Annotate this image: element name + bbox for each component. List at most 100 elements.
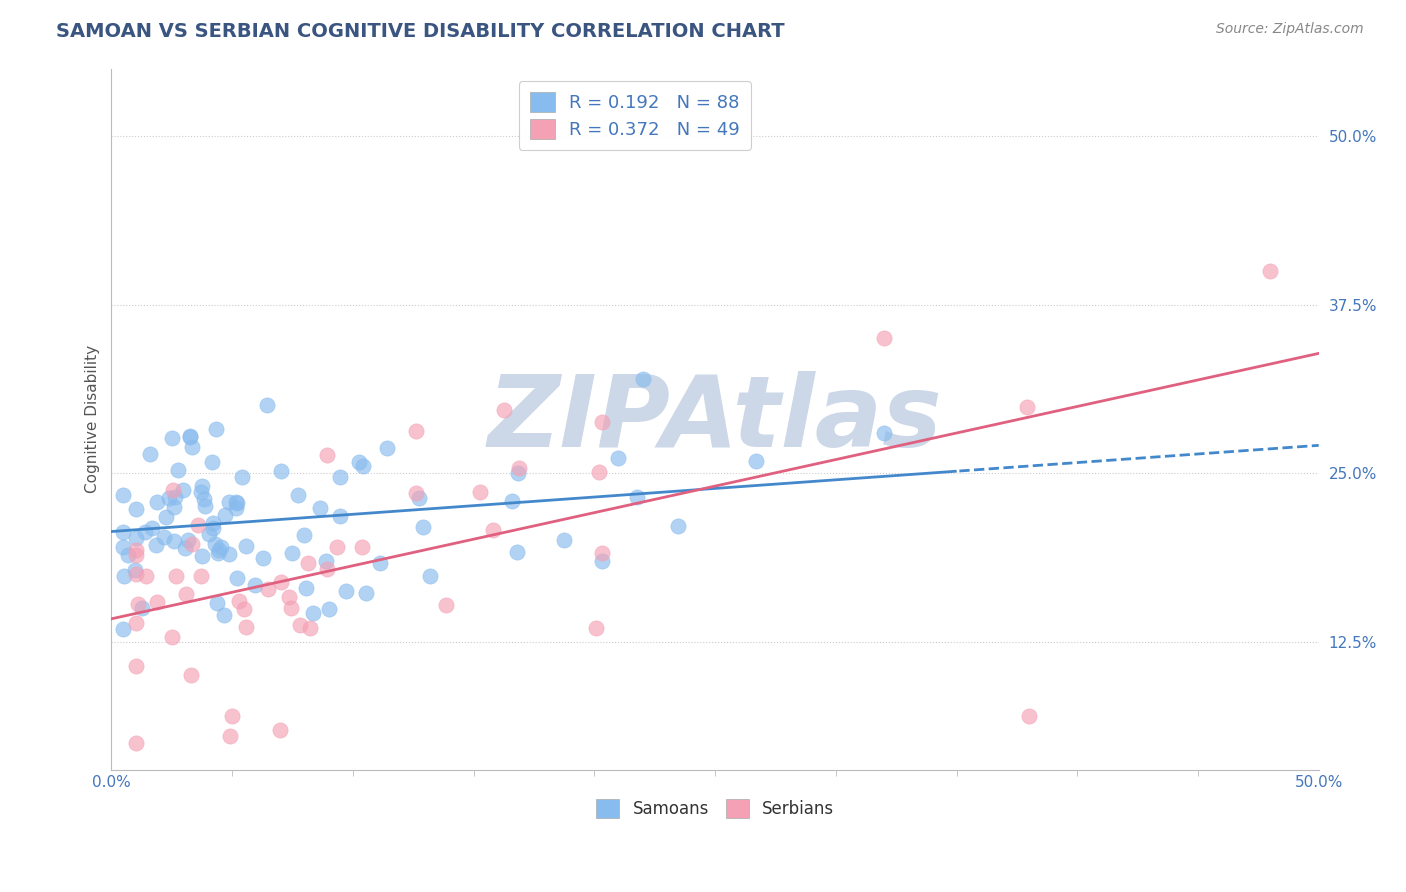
Point (666, 519, 689, 533)
Point (190, 569, 212, 583)
Point (112, 541, 135, 555)
Point (145, 538, 167, 552)
Point (506, 466, 529, 480)
Point (124, 736, 146, 750)
Point (163, 533, 186, 548)
Point (281, 546, 304, 560)
Point (201, 455, 224, 469)
Point (553, 533, 575, 547)
Point (233, 602, 256, 616)
Point (145, 595, 167, 609)
Point (205, 596, 228, 610)
Point (591, 546, 613, 560)
Point (141, 521, 163, 535)
Point (202, 521, 225, 535)
Point (190, 485, 212, 500)
Point (745, 454, 768, 468)
Point (506, 545, 529, 559)
Point (257, 582, 280, 596)
Point (412, 520, 434, 534)
Point (124, 564, 146, 578)
Point (482, 523, 505, 537)
Point (1017, 400, 1039, 414)
Point (408, 491, 430, 505)
Text: ZIPAtlas: ZIPAtlas (488, 371, 942, 467)
Point (298, 621, 321, 635)
Point (591, 416, 613, 430)
Point (174, 586, 197, 600)
Point (354, 585, 377, 599)
Point (309, 500, 332, 515)
Point (194, 499, 217, 513)
Point (165, 569, 187, 583)
Point (179, 430, 201, 444)
Point (112, 524, 135, 539)
Point (181, 440, 204, 454)
Legend: Samoans, Serbians: Samoans, Serbians (589, 793, 841, 825)
Point (287, 487, 309, 501)
Point (434, 598, 457, 612)
Point (204, 421, 226, 435)
Point (270, 575, 292, 590)
Point (228, 594, 250, 608)
Point (135, 568, 157, 582)
Point (166, 463, 188, 477)
Point (297, 556, 319, 570)
Point (607, 450, 630, 465)
Point (218, 495, 240, 509)
Point (270, 464, 292, 478)
Point (252, 550, 274, 565)
Point (174, 541, 197, 555)
Point (117, 549, 139, 563)
Point (204, 537, 226, 551)
Point (588, 466, 610, 480)
Point (316, 449, 339, 463)
Point (124, 548, 146, 562)
Point (212, 608, 235, 623)
Point (202, 516, 225, 530)
Point (191, 479, 214, 493)
Point (225, 494, 247, 508)
Point (218, 547, 240, 561)
Point (124, 615, 146, 630)
Point (198, 527, 221, 541)
Point (124, 567, 146, 582)
Point (235, 620, 257, 634)
Point (631, 372, 654, 386)
Point (329, 509, 352, 524)
Point (294, 581, 316, 595)
Point (492, 403, 515, 417)
Point (124, 658, 146, 673)
Point (180, 668, 202, 682)
Point (280, 601, 302, 615)
Point (209, 540, 232, 554)
Point (315, 562, 337, 576)
Point (157, 491, 180, 506)
Point (585, 621, 607, 635)
Point (127, 597, 149, 611)
Point (370, 556, 392, 570)
Point (235, 540, 257, 554)
Point (139, 447, 162, 461)
Point (214, 508, 236, 523)
Point (243, 578, 266, 592)
Point (318, 602, 340, 616)
Point (221, 709, 243, 723)
Point (160, 630, 183, 644)
Point (347, 455, 370, 469)
Point (470, 484, 492, 499)
Point (112, 569, 135, 583)
Point (256, 398, 278, 412)
Point (207, 546, 229, 560)
Point (375, 442, 398, 456)
Point (179, 428, 201, 442)
Point (172, 483, 194, 497)
Point (125, 531, 148, 545)
Point (219, 729, 242, 743)
Text: Source: ZipAtlas.com: Source: ZipAtlas.com (1216, 22, 1364, 37)
Point (153, 530, 176, 544)
Point (301, 606, 323, 620)
Point (145, 494, 167, 508)
Point (352, 540, 374, 554)
Point (335, 583, 357, 598)
